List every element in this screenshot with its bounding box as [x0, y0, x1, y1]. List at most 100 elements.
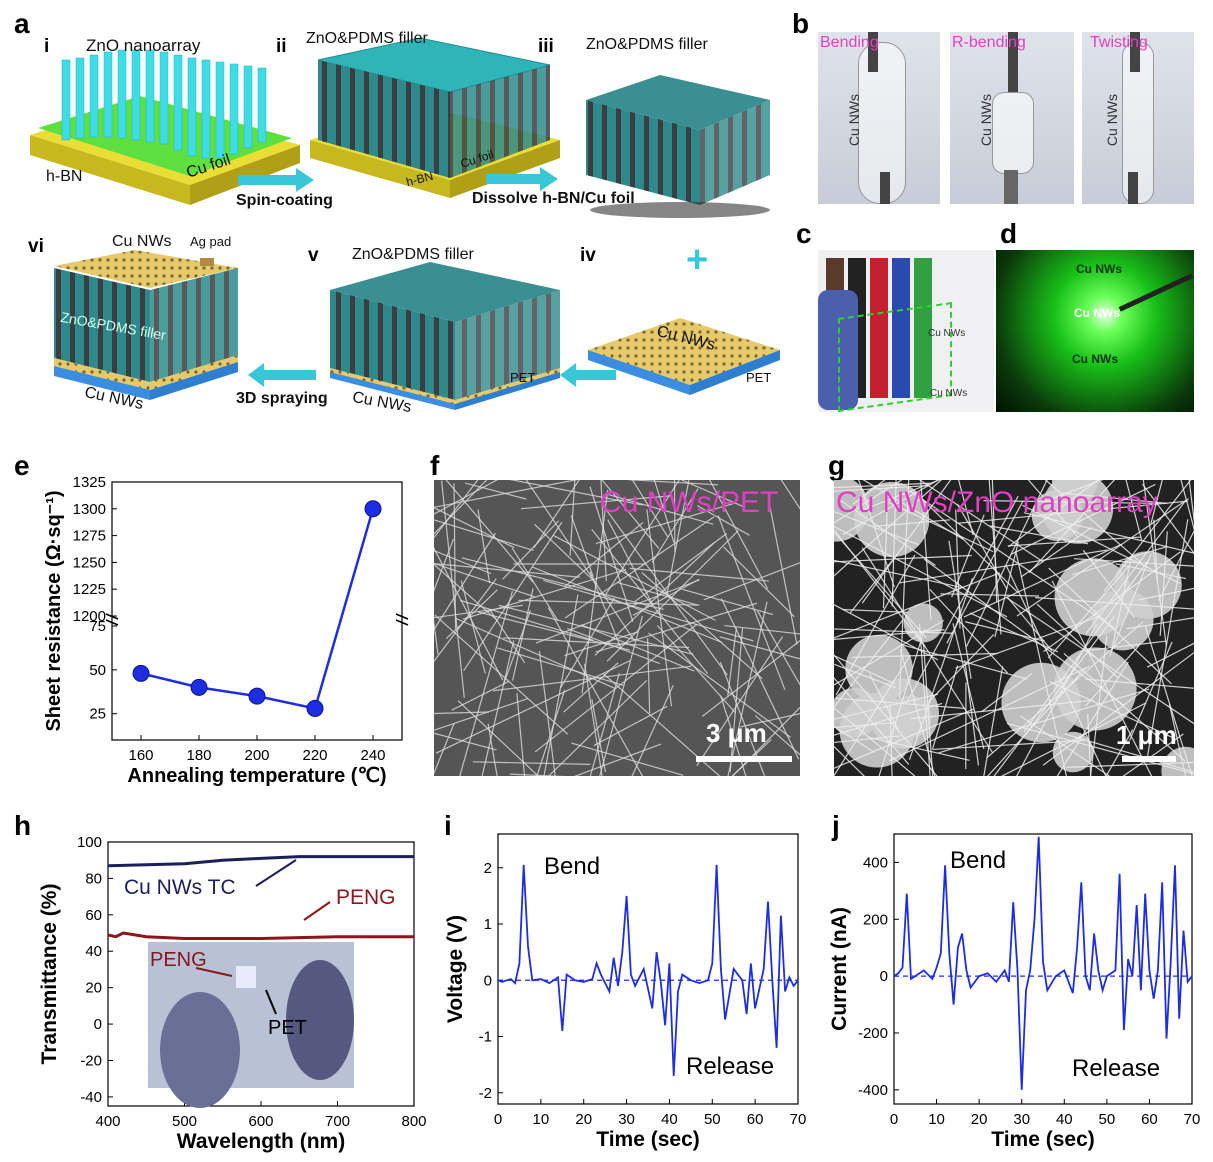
sem-g-label: Cu NWs/ZnO nanoarray: [836, 486, 1158, 519]
nanowire: [946, 500, 1024, 644]
y-tick-label: 1200: [73, 608, 106, 625]
nanowire: [534, 623, 698, 753]
y-tick-label: 400: [863, 854, 888, 871]
x-tick-label: 60: [1141, 1111, 1158, 1128]
nanowire: [606, 530, 739, 662]
sem-f-label: Cu NWs/PET: [600, 486, 779, 519]
nanowire: [994, 541, 1019, 638]
inset-label-peng: PENG: [150, 949, 207, 971]
label-ag-pad: Ag pad: [190, 234, 232, 249]
nanowire: [884, 500, 994, 553]
nanowire: [601, 503, 728, 676]
nanowire: [834, 725, 875, 753]
nanowire: [1028, 480, 1116, 574]
nanowire: [834, 531, 927, 639]
label-zno-pdms-v: ZnO&PDMS filler: [352, 246, 474, 263]
chart-current: 0 10 20 30 40 50 60 70 400 200 0 -200 -400 Time (sec)…: [828, 833, 1200, 1151]
sem-f-scale-bar: [696, 756, 792, 762]
nanowire: [724, 624, 800, 635]
nanowire: [834, 559, 964, 589]
nanowire: [1006, 722, 1194, 775]
x-tick-label: 800: [401, 1113, 426, 1130]
axis-break-mark: [395, 619, 409, 626]
nanowire: [948, 540, 972, 679]
nanowire: [571, 742, 684, 776]
nanowire: [696, 505, 750, 536]
label-dissolve: Dissolve h-BN/Cu foil: [472, 190, 635, 207]
nanowire: [932, 665, 959, 749]
y-tick-label: 75: [89, 618, 106, 635]
nanowire: [889, 703, 893, 776]
nanowire: [457, 700, 540, 776]
panel-label-e: e: [14, 450, 30, 481]
data-point: [306, 699, 324, 717]
inset-film: [236, 966, 256, 988]
nanowire: [1085, 499, 1187, 634]
nanowire: [594, 541, 715, 656]
nanowire: [719, 636, 800, 660]
nanowire: [1122, 733, 1184, 776]
nanowire: [434, 619, 439, 655]
y-tick-label: -1: [479, 1029, 492, 1046]
nanowire: [858, 480, 895, 588]
sem-nanowire-texture: [434, 480, 800, 776]
nanowire: [434, 578, 497, 663]
y-tick-label: 0: [484, 972, 492, 989]
label-zno-pdms-iii: ZnO&PDMS filler: [586, 36, 708, 53]
nanowire: [628, 480, 719, 486]
nanowire: [534, 523, 598, 585]
inset-arrow: [195, 967, 233, 977]
series-line: [107, 855, 414, 868]
nanowire: [1016, 498, 1189, 617]
nanowire: [574, 743, 662, 776]
step-iv-cu-nws-pet: +: [588, 239, 780, 395]
nanowire: [1020, 526, 1092, 578]
nanowire: [1016, 624, 1098, 776]
nanowire: [595, 502, 736, 545]
photo-bg-text: Cu NWs: [1076, 262, 1122, 276]
nanowire: [1082, 549, 1136, 618]
nanowire: [965, 480, 1048, 648]
nanowire: [563, 662, 619, 713]
nanowire: [477, 509, 491, 584]
x-tick-label: 70: [790, 1111, 807, 1128]
x-tick-label: 0: [494, 1111, 502, 1128]
nanowire: [564, 631, 638, 657]
arrow-3d-spraying: [248, 363, 316, 387]
nanowire: [834, 745, 865, 776]
nanowire: [754, 714, 800, 756]
nanowire: [1126, 617, 1194, 630]
nanowire: [459, 591, 513, 776]
nanowire: [1089, 635, 1108, 776]
nanowire: [547, 607, 644, 776]
nanowire: [909, 490, 1116, 629]
nanowire: [1084, 644, 1140, 707]
nanowire: [629, 567, 769, 582]
nanowire: [1168, 704, 1187, 776]
y-tick-label: 60: [85, 907, 102, 924]
photo-r-bending: Cu NWs R-bending: [950, 32, 1074, 204]
x-tick-label: 50: [1099, 1111, 1116, 1128]
nanowire: [1072, 545, 1168, 576]
nanowire: [952, 623, 985, 750]
label-pet-iv: PET: [746, 370, 772, 385]
nanowire: [834, 722, 894, 729]
nanowire: [1015, 550, 1067, 776]
nanowire: [1115, 563, 1187, 580]
nanowire: [861, 480, 952, 604]
panel-label-d: d: [1000, 218, 1018, 249]
nanowire: [703, 562, 800, 601]
nanowire: [701, 639, 800, 717]
nanowire: [434, 538, 455, 592]
y-tick-label: -40: [80, 1089, 102, 1106]
nanowire: [834, 482, 930, 489]
nanowire: [720, 598, 800, 760]
nanowire: [969, 612, 1059, 653]
nanowire: [923, 644, 934, 776]
nanowire: [503, 637, 689, 649]
nanowire: [434, 480, 479, 539]
nanowire: [472, 761, 591, 765]
y-tick-label: -200: [858, 1025, 888, 1042]
nanowire: [434, 732, 497, 751]
nanowire: [1180, 480, 1194, 531]
